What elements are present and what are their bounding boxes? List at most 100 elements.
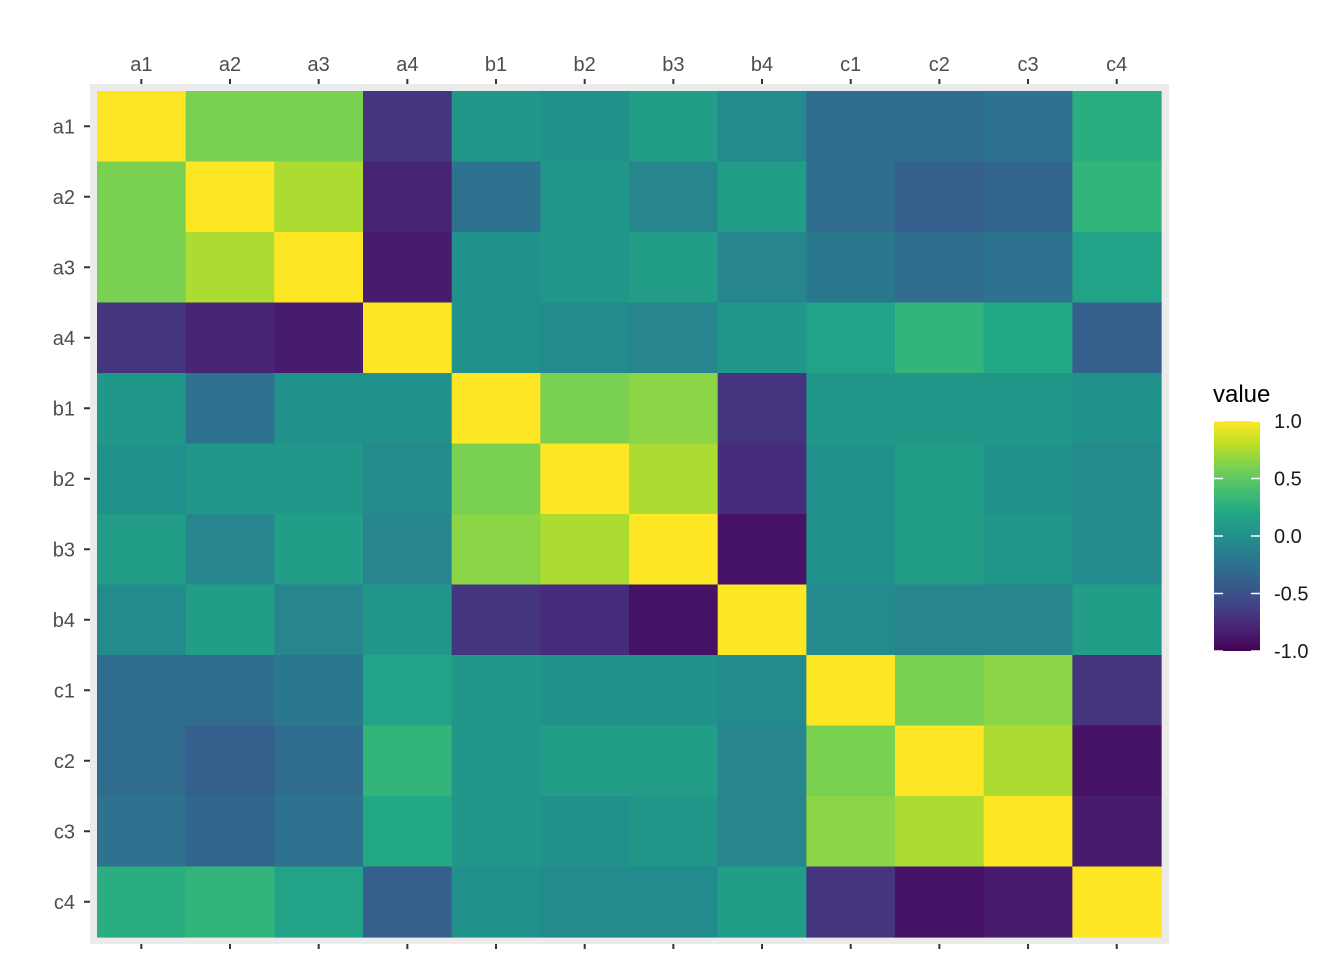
heatmap-cell-a1-c4 xyxy=(1072,91,1162,163)
heatmap-cell-c4-b4 xyxy=(717,866,807,938)
heatmap-cell-c2-c3 xyxy=(983,725,1073,797)
heatmap-cell-b1-c4 xyxy=(1072,373,1162,445)
heatmap-cell-b4-c2 xyxy=(895,584,985,656)
heatmap-cell-a3-c3 xyxy=(983,232,1073,304)
heatmap-cell-a1-b4 xyxy=(717,91,807,163)
heatmap-cell-b2-c3 xyxy=(983,443,1073,515)
heatmap-cell-a1-a1 xyxy=(97,91,187,163)
heatmap-cell-c3-b1 xyxy=(451,796,541,868)
heatmap-cell-a4-a2 xyxy=(185,302,275,374)
heatmap-cell-a4-c2 xyxy=(895,302,985,374)
heatmap-cell-a2-c4 xyxy=(1072,161,1162,233)
x-tick-label-a3: a3 xyxy=(308,54,330,76)
heatmap-cell-b1-b4 xyxy=(717,373,807,445)
heatmap-cell-a3-a2 xyxy=(185,232,275,304)
y-tick-label-c4: c4 xyxy=(54,892,75,914)
heatmap-cell-a2-c2 xyxy=(895,161,985,233)
heatmap-cell-a2-b4 xyxy=(717,161,807,233)
heatmap-cell-c1-a2 xyxy=(185,655,275,727)
x-tick-label-b1: b1 xyxy=(485,54,507,76)
legend-label-0: 1.0 xyxy=(1274,411,1302,433)
heatmap-cell-b2-a3 xyxy=(274,443,364,515)
x-tick-label-b4: b4 xyxy=(751,54,773,76)
heatmap-cell-b3-b4 xyxy=(717,514,807,586)
heatmap-cell-b3-b3 xyxy=(629,514,719,586)
heatmap-cell-b4-a1 xyxy=(97,584,187,656)
heatmap-cell-c3-a2 xyxy=(185,796,275,868)
heatmap-cell-a2-b3 xyxy=(629,161,719,233)
x-tick-label-c4: c4 xyxy=(1106,54,1127,76)
heatmap-cell-a1-c2 xyxy=(895,91,985,163)
heatmap-cell-c4-b2 xyxy=(540,866,630,938)
heatmap-cell-a1-b1 xyxy=(451,91,541,163)
heatmap-cell-b3-c3 xyxy=(983,514,1073,586)
heatmap-cell-c3-a3 xyxy=(274,796,364,868)
heatmap-cell-c1-a3 xyxy=(274,655,364,727)
heatmap-cell-b4-a3 xyxy=(274,584,364,656)
y-tick-label-a1: a1 xyxy=(53,116,75,138)
heatmap-cell-a2-b1 xyxy=(451,161,541,233)
heatmap-cell-c4-b3 xyxy=(629,866,719,938)
heatmap-cell-c1-c2 xyxy=(895,655,985,727)
heatmap-cell-b3-a2 xyxy=(185,514,275,586)
y-axis: a1 a2 a3 a4 b1 b2 b3 b4 c1 c2 c3 c4 xyxy=(53,116,90,914)
x-tick-label-a2: a2 xyxy=(219,54,241,76)
heatmap-cell-c4-a3 xyxy=(274,866,364,938)
heatmap-cell-b1-a3 xyxy=(274,373,364,445)
heatmap-cell-a1-c3 xyxy=(983,91,1073,163)
heatmap-cell-b2-b4 xyxy=(717,443,807,515)
heatmap-cell-a2-c1 xyxy=(806,161,896,233)
x-tick-label-b3: b3 xyxy=(662,54,684,76)
y-tick-label-b2: b2 xyxy=(53,469,75,491)
heatmap-cell-a2-b2 xyxy=(540,161,630,233)
heatmap-cell-c1-b1 xyxy=(451,655,541,727)
heatmap-cell-a2-c3 xyxy=(983,161,1073,233)
heatmap-cell-b3-c4 xyxy=(1072,514,1162,586)
y-tick-label-a2: a2 xyxy=(53,187,75,209)
heatmap-cell-a4-b4 xyxy=(717,302,807,374)
y-tick-label-b1: b1 xyxy=(53,398,75,420)
heatmap-cell-a1-a3 xyxy=(274,91,364,163)
heatmap-cell-a2-a4 xyxy=(363,161,453,233)
heatmap-cell-b4-c3 xyxy=(983,584,1073,656)
heatmap-cell-b2-c2 xyxy=(895,443,985,515)
y-tick-label-b4: b4 xyxy=(53,610,75,632)
heatmap-cell-c1-a4 xyxy=(363,655,453,727)
heatmap-cell-a3-a1 xyxy=(97,232,187,304)
heatmap-cell-a1-c1 xyxy=(806,91,896,163)
heatmap-cell-c2-c1 xyxy=(806,725,896,797)
heatmap-cell-a3-a3 xyxy=(274,232,364,304)
heatmap-cell-a3-a4 xyxy=(363,232,453,304)
x-tick-label-c3: c3 xyxy=(1017,54,1038,76)
heatmap-cell-c1-b4 xyxy=(717,655,807,727)
color-legend: value 1.0 0.5 0.0 -0.5 -1.0 xyxy=(1213,381,1308,663)
x-tick-label-a4: a4 xyxy=(396,54,418,76)
heatmap-cell-c3-c3 xyxy=(983,796,1073,868)
heatmap-cell-b4-a2 xyxy=(185,584,275,656)
legend-label-3: -0.5 xyxy=(1274,584,1308,606)
heatmap-cell-a3-c4 xyxy=(1072,232,1162,304)
heatmap-cell-c3-c4 xyxy=(1072,796,1162,868)
heatmap-cell-a4-b1 xyxy=(451,302,541,374)
heatmap-cell-c2-a2 xyxy=(185,725,275,797)
heatmap-cell-c2-b1 xyxy=(451,725,541,797)
heatmap-cell-b3-a1 xyxy=(97,514,187,586)
heatmap-cell-b1-b2 xyxy=(540,373,630,445)
heatmap-cell-c3-c2 xyxy=(895,796,985,868)
legend-label-2: 0.0 xyxy=(1274,526,1302,548)
heatmap-cell-c4-c1 xyxy=(806,866,896,938)
heatmap-cell-b2-b2 xyxy=(540,443,630,515)
y-tick-label-b3: b3 xyxy=(53,539,75,561)
heatmap-cell-c1-a1 xyxy=(97,655,187,727)
heatmap-cell-a4-a1 xyxy=(97,302,187,374)
legend-title: value xyxy=(1213,381,1270,408)
heatmap-cell-b4-b3 xyxy=(629,584,719,656)
heatmap-cell-a3-c2 xyxy=(895,232,985,304)
heatmap-cell-b4-b2 xyxy=(540,584,630,656)
y-tick-label-c2: c2 xyxy=(54,751,75,773)
heatmap-cell-b4-b1 xyxy=(451,584,541,656)
heatmap-cell-c3-b4 xyxy=(717,796,807,868)
heatmap-cell-c4-a4 xyxy=(363,866,453,938)
heatmap-cells xyxy=(97,91,1162,938)
heatmap-cell-b4-a4 xyxy=(363,584,453,656)
